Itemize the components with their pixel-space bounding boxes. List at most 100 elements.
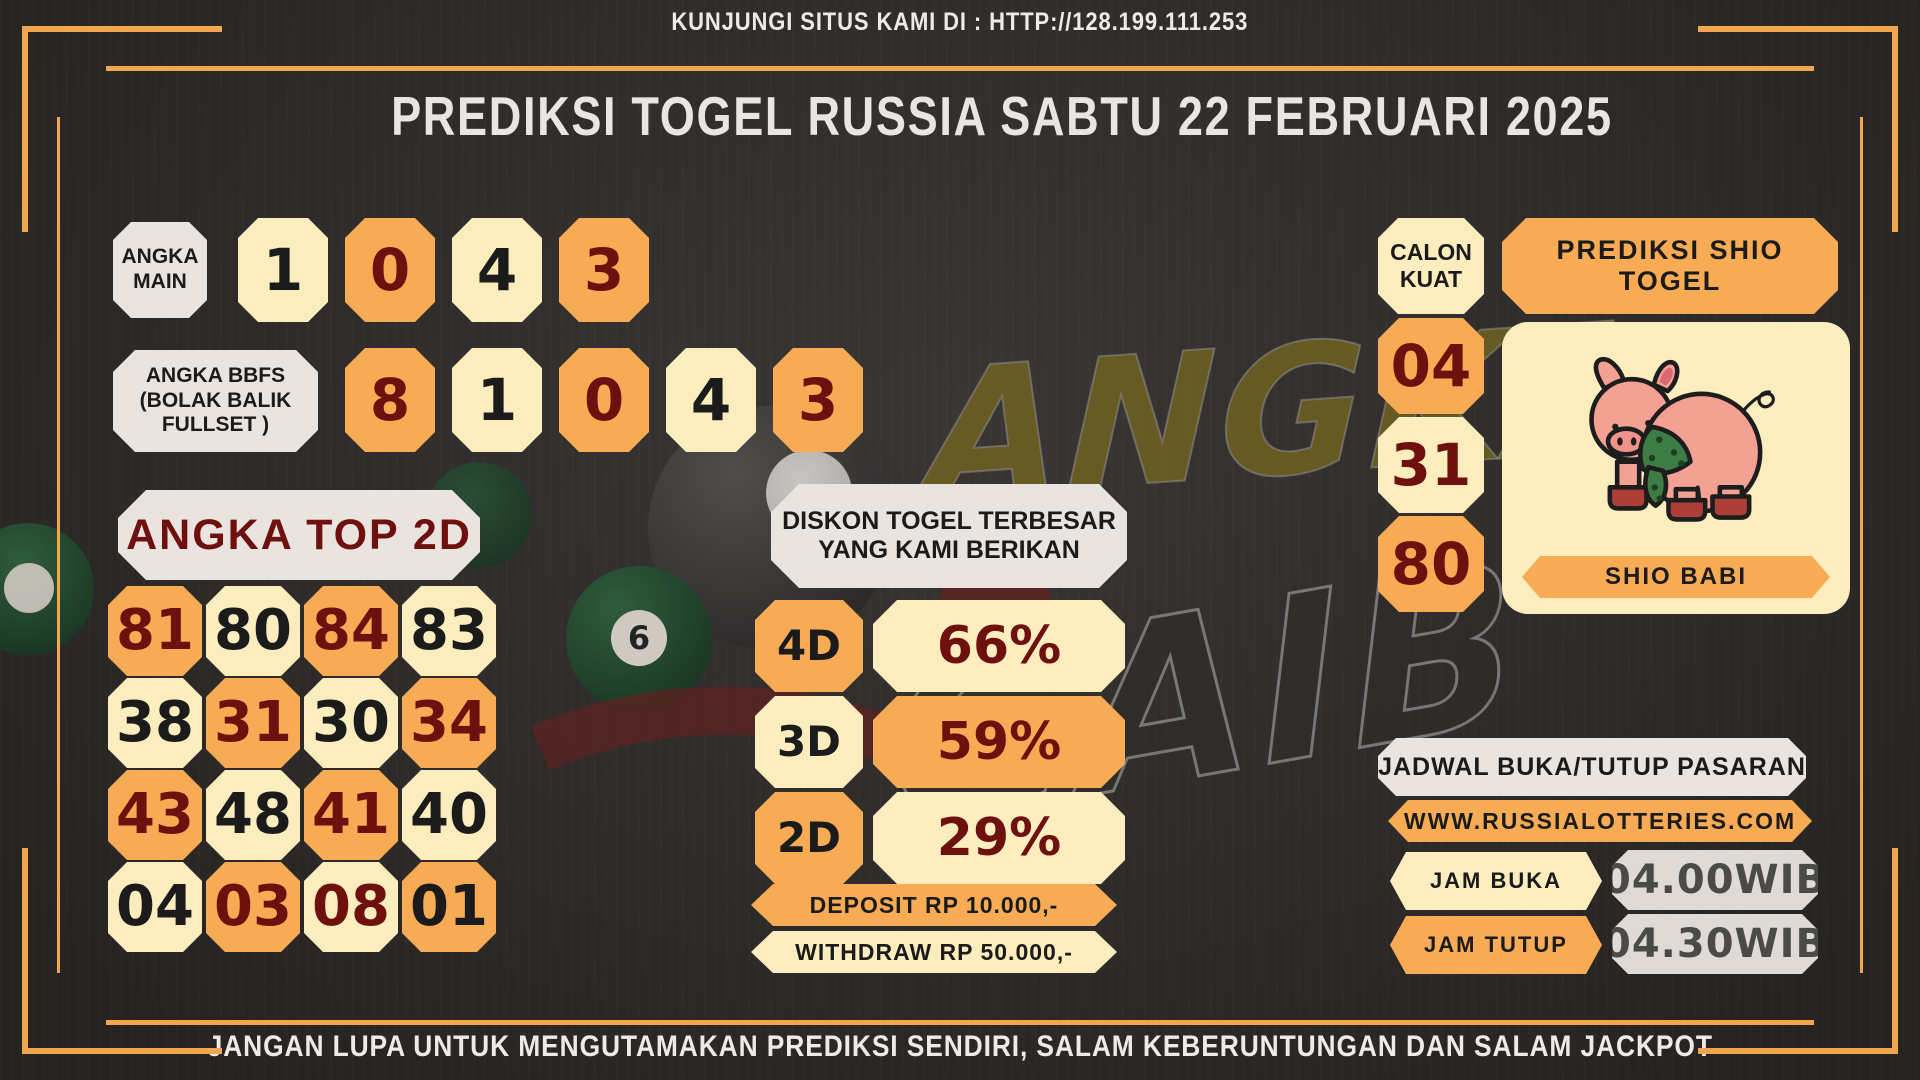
prediksi-shio-title: PREDIKSI SHIO TOGEL xyxy=(1502,218,1838,314)
top2d-cell: 34 xyxy=(402,678,496,768)
angka-bbfs-label-line2: (BOLAK BALIK xyxy=(139,388,292,412)
jam-buka-label: JAM BUKA xyxy=(1390,852,1602,910)
calon-kuat-label: CALON KUAT xyxy=(1378,218,1484,314)
top2d-cell: 84 xyxy=(304,586,398,676)
digit-tile: 3 xyxy=(559,218,649,322)
diskon-row: 3D 59% xyxy=(755,696,1125,788)
angka-bbfs-label: ANGKA BBFS (BOLAK BALIK FULLSET ) xyxy=(113,350,318,452)
calon-number-tile: 31 xyxy=(1378,417,1484,513)
top2d-cell: 81 xyxy=(108,586,202,676)
website-label: WWW.RUSSIALOTTERIES.COM xyxy=(1403,807,1797,834)
calon-number-tile: 04 xyxy=(1378,318,1484,414)
frame-corner-tr-h xyxy=(1698,26,1898,32)
digit-tile: 8 xyxy=(345,348,435,452)
angka-top-2d-title: ANGKA TOP 2D xyxy=(118,490,480,580)
header-divider xyxy=(106,66,1814,71)
diskon-table: 4D 66% 3D 59% 2D 29% xyxy=(755,600,1125,884)
footer-divider xyxy=(106,1020,1814,1025)
diskon-row-label: 2D xyxy=(755,792,863,884)
jadwal-title-label: JADWAL BUKA/TUTUP PASARAN xyxy=(1378,752,1806,781)
frame-corner-tl-v xyxy=(22,26,28,232)
prediksi-shio-title-label: PREDIKSI SHIO TOGEL xyxy=(1556,235,1784,296)
page-title: PREDIKSI TOGEL RUSSIA SABTU 22 FEBRUARI … xyxy=(42,84,1920,148)
angka-bbfs-digits: 8 1 0 4 3 xyxy=(345,348,863,452)
diskon-row-value: 59% xyxy=(873,696,1125,788)
frame-corner-br-h xyxy=(1698,1048,1898,1054)
top2d-cell: 80 xyxy=(206,586,300,676)
frame-corner-bl-h xyxy=(22,1048,222,1054)
top2d-cell: 38 xyxy=(108,678,202,768)
calon-number-tile: 80 xyxy=(1378,516,1484,612)
withdraw-label: WITHDRAW RP 50.000,- xyxy=(795,938,1073,965)
frame-corner-bl-v xyxy=(22,848,28,1054)
site-url-label: KUNJUNGI SITUS KAMI DI : HTTP://128.199.… xyxy=(671,8,1249,36)
page-title-label: PREDIKSI TOGEL RUSSIA SABTU 22 FEBRUARI … xyxy=(391,85,1613,147)
angka-top-2d-grid: 81 80 84 83 38 31 30 34 43 48 41 40 04 0… xyxy=(108,586,496,952)
billiard-6-label: 6 xyxy=(627,619,651,657)
angka-main-label-line1: ANGKA xyxy=(121,245,199,269)
jam-tutup-text: JAM TUTUP xyxy=(1424,932,1568,957)
digit-tile: 4 xyxy=(666,348,756,452)
deposit-banner: DEPOSIT RP 10.000,- xyxy=(751,884,1117,926)
website-banner: WWW.RUSSIALOTTERIES.COM xyxy=(1388,800,1812,842)
angka-main-label: ANGKA MAIN xyxy=(113,222,207,318)
digit-tile: 0 xyxy=(345,218,435,322)
diskon-row-value: 66% xyxy=(873,600,1125,692)
diskon-row-label: 4D xyxy=(755,600,863,692)
calon-kuat-line1: CALON xyxy=(1390,238,1472,265)
top2d-cell: 03 xyxy=(206,862,300,952)
jam-buka-time: 04.00WIB xyxy=(1603,857,1828,903)
billiard-6-ball-decoration: 6 xyxy=(566,566,712,712)
frame-inner-line-right xyxy=(1860,117,1863,973)
shio-name-banner: SHIO BABI xyxy=(1522,556,1830,598)
digit-tile: 3 xyxy=(773,348,863,452)
digit-tile: 1 xyxy=(452,348,542,452)
top2d-cell: 40 xyxy=(402,770,496,860)
diskon-title-line2: YANG KAMI BERIKAN xyxy=(818,536,1080,564)
billiard-ball-left-decoration xyxy=(0,523,94,655)
billiard-ball-left-highlight xyxy=(4,563,54,613)
jam-buka-text: JAM BUKA xyxy=(1429,868,1563,893)
top2d-cell: 01 xyxy=(402,862,496,952)
angka-main-label-line2: MAIN xyxy=(133,270,187,293)
diskon-row: 2D 29% xyxy=(755,792,1125,884)
diskon-title: DISKON TOGEL TERBESAR YANG KAMI BERIKAN xyxy=(771,484,1127,588)
calon-kuat-line2: KUAT xyxy=(1399,266,1463,292)
jam-tutup-value: 04.30WIB xyxy=(1612,914,1818,974)
top2d-cell: 04 xyxy=(108,862,202,952)
footer-text: JANGAN LUPA UNTUK MENGUTAMAKAN PREDIKSI … xyxy=(0,1030,1920,1064)
digit-tile: 1 xyxy=(238,218,328,322)
top2d-cell: 31 xyxy=(206,678,300,768)
shio-panel: SHIO BABI xyxy=(1502,322,1850,614)
shio-name-label: SHIO BABI xyxy=(1604,563,1747,590)
frame-corner-tr-v xyxy=(1892,26,1898,232)
top2d-cell: 08 xyxy=(304,862,398,952)
top2d-cell: 48 xyxy=(206,770,300,860)
diskon-title-line1: DISKON TOGEL TERBESAR xyxy=(782,506,1116,535)
frame-corner-tl-h xyxy=(22,26,222,32)
shio-pig-illustration xyxy=(1589,356,1775,522)
top2d-cell: 43 xyxy=(108,770,202,860)
billiard-6-ball-number: 6 xyxy=(611,610,667,666)
deposit-label: DEPOSIT RP 10.000,- xyxy=(809,891,1059,918)
jam-buka-value: 04.00WIB xyxy=(1612,850,1818,910)
digit-tile: 0 xyxy=(559,348,649,452)
top2d-cell: 83 xyxy=(402,586,496,676)
diskon-row-label: 3D xyxy=(755,696,863,788)
angka-top-2d-title-label: ANGKA TOP 2D xyxy=(126,510,472,559)
angka-bbfs-label-line3: FULLSET ) xyxy=(161,413,270,437)
frame-corner-br-v xyxy=(1892,848,1898,1054)
site-url-text: KUNJUNGI SITUS KAMI DI : HTTP://128.199.… xyxy=(0,8,1920,37)
angka-main-digits: 1 0 4 3 xyxy=(238,218,649,322)
diskon-row-value: 29% xyxy=(873,792,1125,884)
top2d-cell: 30 xyxy=(304,678,398,768)
jadwal-title: JADWAL BUKA/TUTUP PASARAN xyxy=(1378,738,1806,796)
top2d-cell: 41 xyxy=(304,770,398,860)
jam-tutup-time: 04.30WIB xyxy=(1603,921,1828,967)
digit-tile: 4 xyxy=(452,218,542,322)
calon-kuat-numbers: 04 31 80 xyxy=(1378,318,1484,612)
angka-bbfs-label-line1: ANGKA BBFS xyxy=(145,363,286,387)
footer-label: JANGAN LUPA UNTUK MENGUTAMAKAN PREDIKSI … xyxy=(207,1030,1713,1063)
jam-tutup-label: JAM TUTUP xyxy=(1390,916,1602,974)
